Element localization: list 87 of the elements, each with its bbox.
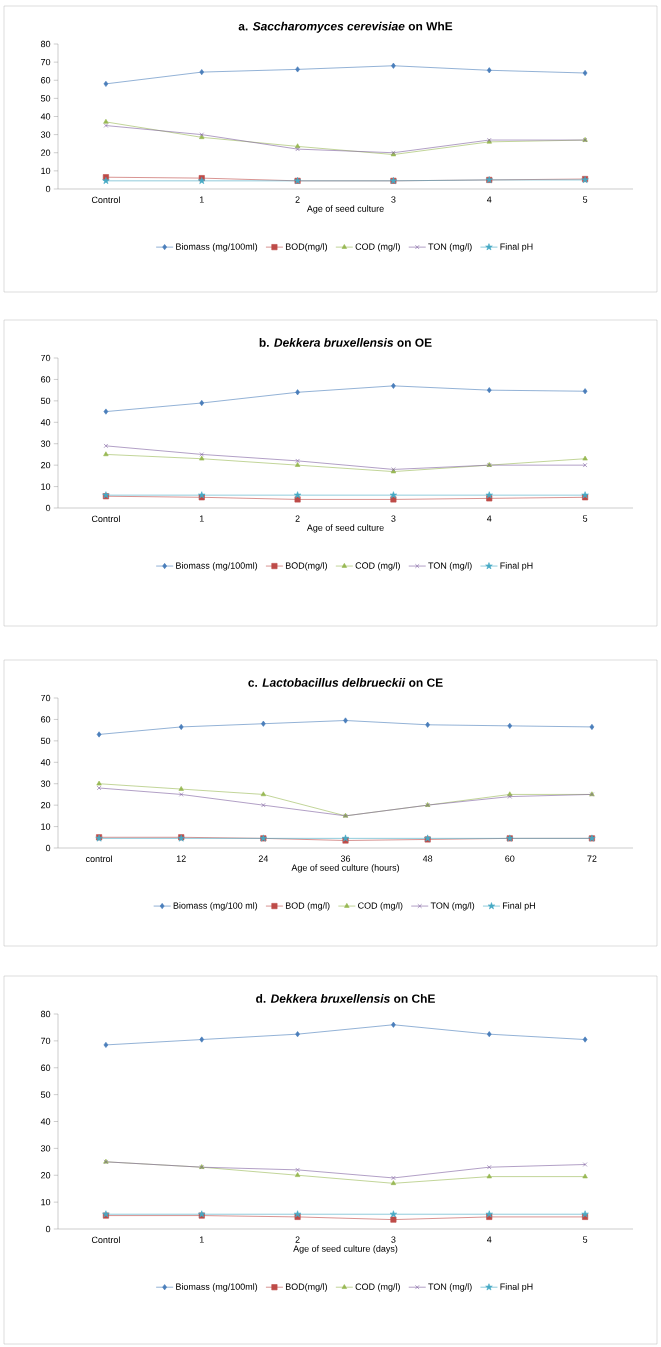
x-tick-label: Control <box>91 1236 120 1244</box>
x-tick-label: 4 <box>486 1236 492 1243</box>
y-tick-label: 60 <box>41 716 51 723</box>
legend-label: TON (mg/l) <box>428 243 472 252</box>
y-tick-label: 10 <box>41 823 51 830</box>
x-tick-label: 60 <box>505 855 515 862</box>
x-tick-label: 3 <box>391 515 396 522</box>
y-tick-label: 50 <box>40 397 51 405</box>
x-tick-label: Control <box>91 515 120 523</box>
x-tick-label: 5 <box>582 515 588 522</box>
x-tick-label: 2 <box>295 515 300 522</box>
x-tick-label: control <box>85 855 112 863</box>
legend-label: BOD(mg/l) <box>285 562 328 571</box>
y-tick-label: 20 <box>41 801 51 809</box>
y-tick-label: 50 <box>40 737 51 745</box>
chart-title: b. Dekkera bruxellensis on OE <box>259 338 432 347</box>
y-tick-label: 0 <box>45 504 51 512</box>
chart-title: c. Lactobacillus delbrueckii on CE <box>248 678 443 687</box>
x-tick-label: 48 <box>422 855 433 862</box>
y-tick-label: 60 <box>41 376 51 383</box>
legend-label: BOD (mg/l) <box>285 902 330 911</box>
legend-label: Final pH <box>500 1283 533 1292</box>
x-tick-label: 1 <box>199 1236 204 1243</box>
x-tick-label: 3 <box>391 196 396 203</box>
legend-label: BOD(mg/l) <box>285 1283 328 1292</box>
y-tick-label: 30 <box>40 780 51 787</box>
x-tick-label: 12 <box>176 855 186 862</box>
legend-label: TON (mg/l) <box>428 1283 472 1292</box>
x-axis-title: Age of seed culture (hours) <box>291 864 400 873</box>
x-tick-label: 4 <box>486 515 492 522</box>
legend-label: Biomass (mg/100ml) <box>176 1283 258 1292</box>
y-tick-label: 40 <box>40 1118 51 1125</box>
y-tick-label: 40 <box>40 113 51 120</box>
y-tick-label: 70 <box>41 58 51 66</box>
y-tick-label: 30 <box>40 131 51 138</box>
legend-label: COD (mg/l) <box>358 902 403 911</box>
y-tick-label: 10 <box>41 1198 51 1206</box>
y-tick-label: 40 <box>40 759 51 766</box>
x-tick-label: 1 <box>199 196 204 203</box>
x-axis-title: Age of seed culture <box>306 524 384 533</box>
y-tick-label: 70 <box>41 1037 51 1045</box>
legend-label: TON (mg/l) <box>428 562 472 571</box>
y-tick-label: 0 <box>45 185 51 193</box>
y-tick-label: 0 <box>45 844 51 852</box>
x-axis-title: Age of seed culture (days) <box>293 1245 398 1254</box>
legend-label: Final pH <box>503 902 535 911</box>
y-tick-label: 10 <box>41 167 51 175</box>
x-tick-label: 72 <box>587 855 597 862</box>
chart-title: d. Dekkera bruxellensis on ChE <box>256 994 435 1003</box>
x-tick-label: Control <box>91 196 120 204</box>
y-tick-label: 20 <box>41 461 51 469</box>
legend-label: COD (mg/l) <box>355 562 400 571</box>
legend-label: Biomass (mg/100ml) <box>176 243 258 252</box>
chart-title: a. Saccharomyces cerevisiae on WhE <box>238 21 453 33</box>
y-tick-label: 80 <box>40 40 51 48</box>
legend-label: Final pH <box>500 243 533 252</box>
legend-label: BOD(mg/l) <box>285 243 328 252</box>
x-tick-label: 4 <box>486 196 492 203</box>
legend-label: COD (mg/l) <box>355 1283 400 1292</box>
legend-label: Final pH <box>500 562 533 571</box>
y-tick-label: 40 <box>40 419 51 426</box>
x-tick-label: 5 <box>582 1236 588 1243</box>
x-tick-label: 24 <box>258 855 269 862</box>
x-tick-label: 5 <box>582 196 588 203</box>
y-tick-label: 60 <box>41 77 51 84</box>
legend-label: TON (mg/l) <box>430 902 475 911</box>
y-tick-label: 70 <box>41 694 51 702</box>
y-tick-label: 20 <box>41 149 51 156</box>
x-tick-label: 3 <box>391 1236 396 1243</box>
y-tick-label: 30 <box>40 1145 51 1152</box>
y-tick-label: 50 <box>40 95 51 102</box>
y-tick-label: 30 <box>40 440 51 447</box>
x-tick-label: 1 <box>199 515 204 522</box>
legend-label: Biomass (mg/100ml) <box>176 562 258 571</box>
x-tick-label: 36 <box>340 855 351 862</box>
x-tick-label: 2 <box>295 1236 300 1243</box>
legend-label: COD (mg/l) <box>355 243 400 252</box>
y-tick-label: 10 <box>41 483 51 490</box>
y-tick-label: 50 <box>40 1091 51 1098</box>
y-tick-label: 60 <box>41 1064 51 1071</box>
x-tick-label: 2 <box>295 196 300 203</box>
x-axis-title: Age of seed culture <box>306 205 384 214</box>
y-tick-label: 0 <box>45 1225 51 1233</box>
legend-label: Biomass (mg/100 ml) <box>173 902 258 911</box>
y-tick-label: 80 <box>40 1010 51 1018</box>
y-tick-label: 70 <box>41 354 51 362</box>
y-tick-label: 20 <box>41 1172 51 1179</box>
